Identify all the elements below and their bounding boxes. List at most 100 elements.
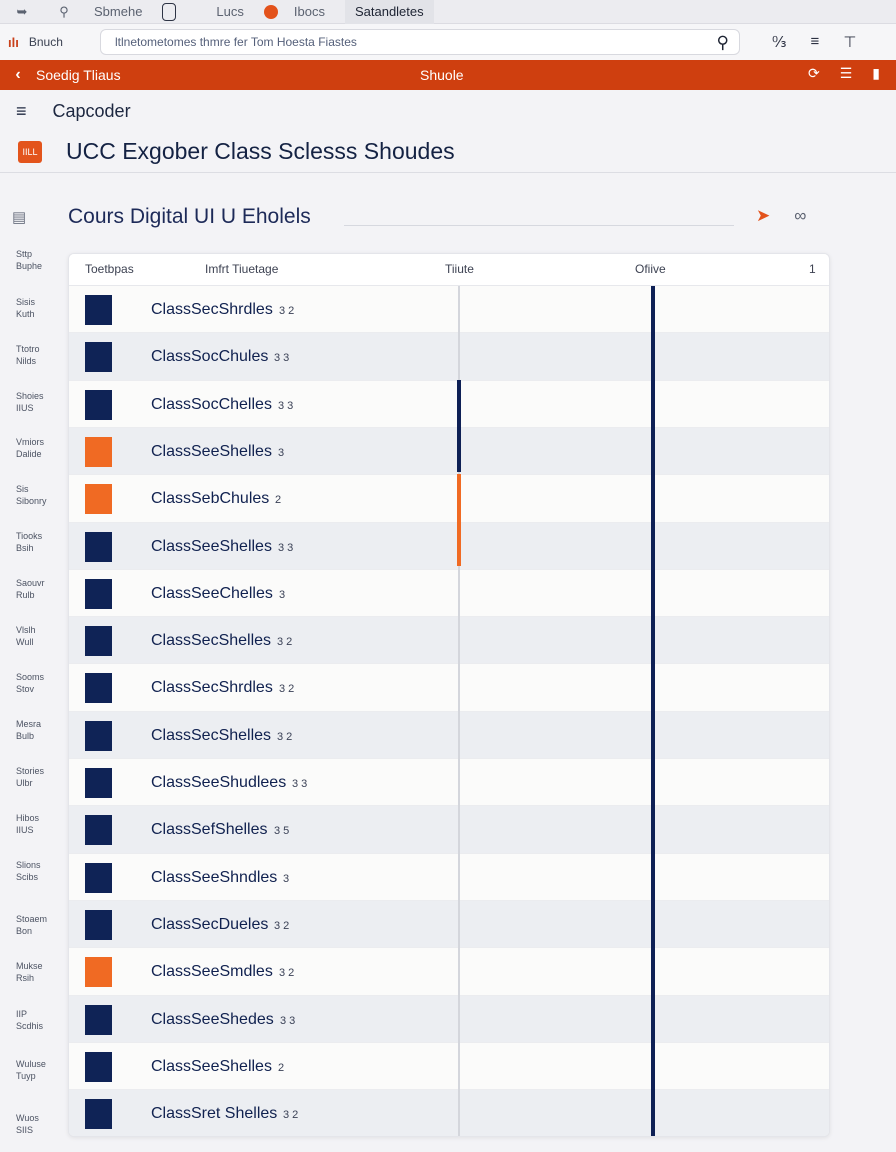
progress-segment-navy	[457, 380, 461, 472]
sidebar-item[interactable]: Ttotro Nilds	[10, 343, 56, 367]
sidebar-item[interactable]: Sooms Stov	[10, 671, 56, 695]
class-icon	[85, 721, 112, 751]
row-label: ClassSeeSmdles	[151, 963, 273, 980]
record-icon	[263, 4, 278, 19]
menu-row: ≡ Capcoder	[16, 101, 131, 122]
refresh-icon[interactable]: ⟳	[807, 65, 820, 81]
url-input[interactable]: ltlnetometomes thmre fer Tom Hoesta Fias…	[100, 29, 740, 55]
location-icon[interactable]: ⚲	[59, 3, 69, 19]
column-header[interactable]: Toetbpas	[85, 262, 134, 276]
sidebar-item-label: Sisis	[16, 297, 36, 307]
sidebar-item-label: Mesra	[16, 719, 42, 729]
row-label: ClassSeeShelles	[151, 1058, 272, 1075]
table-row[interactable]: ClassSeeShelles 3 3	[69, 523, 829, 570]
sidebar-item[interactable]: Mukse Rsih	[10, 960, 56, 984]
sidebar-item-label: Vmiors	[16, 437, 45, 447]
sidebar-item-sublabel: SIIS	[16, 1125, 34, 1135]
sidebar-item[interactable]: Tiooks Bsih	[10, 530, 56, 554]
column-header[interactable]: Tiiute	[445, 262, 474, 276]
sidebar-item[interactable]: Wuluse Tuyp	[10, 1058, 56, 1082]
lock-icon[interactable]: ▮	[872, 65, 880, 81]
table-row[interactable]: ClassSeeShelles 2	[69, 1043, 829, 1090]
sidebar-item[interactable]: Wuos SIIS	[10, 1112, 56, 1136]
back-arrow-icon[interactable]: ➥	[16, 3, 28, 19]
table-row[interactable]: ClassSefShelles 3 5	[69, 806, 829, 854]
account-icon[interactable]: ↉	[772, 34, 787, 51]
table-row[interactable]: ClassSret Shelles 3 2	[69, 1090, 829, 1136]
sidebar-item-sublabel: Sibonry	[16, 496, 47, 506]
sidebar-item[interactable]: Stories Ulbr	[10, 765, 56, 789]
table-row[interactable]: ClassSeeShudlees 3 3	[69, 759, 829, 806]
row-count: 3	[283, 873, 290, 885]
sidebar-item-sublabel: Scibs	[16, 872, 39, 882]
sidebar-item[interactable]: Mesra Bulb	[10, 718, 56, 742]
table-row[interactable]: ClassSeeChelles 3	[69, 570, 829, 617]
row-count: 3 5	[274, 825, 290, 837]
sidebar-item[interactable]: Shoies IIUS	[10, 390, 56, 414]
table-row[interactable]: ClassSocChelles 3 3	[69, 381, 829, 428]
column-header[interactable]: Ofiive	[635, 262, 666, 276]
table-row[interactable]: ClassSebChules 2	[69, 475, 829, 523]
sidebar-item[interactable]: Hibos IIUS	[10, 812, 56, 836]
sidebar-item-sublabel: Bon	[16, 926, 33, 936]
chart-icon[interactable]: ▤	[12, 209, 27, 226]
table-row[interactable]: ClassSeeSmdles 3 2	[69, 948, 829, 996]
row-count: 3 2	[274, 920, 290, 932]
sidebar-item[interactable]: IIP Scdhis	[10, 1008, 56, 1032]
row-label: ClassSecShrdles	[151, 301, 273, 318]
sidebar-item-sublabel: Rulb	[16, 590, 35, 600]
table-row[interactable]: ClassSeeShndles 3	[69, 854, 829, 901]
browser-tab-4[interactable]: Ibocs	[254, 0, 335, 24]
class-icon	[85, 579, 112, 609]
app-bar: ‹ Soedig Tliaus Shuole ⟳ ☰ ▮	[0, 60, 896, 90]
row-label: ClassSefShelles	[151, 821, 268, 838]
browser-tab-2[interactable]	[152, 0, 186, 24]
table-row[interactable]: ClassSecDueles 3 2	[69, 901, 829, 948]
sidebar-item-sublabel: Buphe	[16, 261, 43, 271]
browser-tab-1[interactable]: Sbmehe	[84, 0, 152, 24]
table-row[interactable]: ClassSecShrdles 3 2	[69, 286, 829, 333]
timeline-line	[651, 286, 655, 1136]
share-icon[interactable]: ➤	[756, 206, 771, 225]
stack-icon[interactable]: ☰	[839, 65, 853, 81]
tab-label: Ibocs	[293, 4, 325, 19]
tab-label: Satandletes	[354, 4, 424, 19]
table-row[interactable]: ClassSecShelles 3 2	[69, 712, 829, 759]
sidebar-item-label: Shoies	[16, 391, 44, 401]
hamburger-menu-icon[interactable]: ≡	[16, 101, 27, 121]
sidebar-item[interactable]: Sisis Kuth	[10, 296, 56, 320]
sidebar-item[interactable]: Vmiors Dalide	[10, 436, 56, 460]
table-row[interactable]: ClassSeeShedes 3 3	[69, 996, 829, 1043]
table-row[interactable]: ClassSecShelles 3 2	[69, 617, 829, 664]
sidebar-item-label: Slions	[16, 860, 41, 870]
table-row[interactable]: ClassSeeShelles 3	[69, 428, 829, 475]
sort-icon[interactable]: ⊤	[843, 34, 857, 51]
back-chevron-icon[interactable]: ‹	[15, 66, 21, 83]
sidebar-item[interactable]: Sttp Buphe	[10, 248, 56, 272]
column-header[interactable]: 1	[809, 262, 816, 276]
sidebar-item-label: Saouvr	[16, 578, 45, 588]
browser-tab-active[interactable]: Satandletes	[344, 0, 434, 24]
sidebar-item[interactable]: Sis Sibonry	[10, 483, 56, 507]
brand[interactable]: ılı Bnuch	[0, 35, 100, 50]
settings-icon[interactable]: ∞	[794, 206, 807, 225]
section-title: Cours Digital UI U Eholels	[68, 205, 311, 228]
browser-tab-3[interactable]: Lucs	[186, 0, 253, 24]
sidebar-item[interactable]: Vlslh Wull	[10, 624, 56, 648]
brand-logo-icon: ılı	[8, 34, 19, 50]
table-row[interactable]: ClassSecShrdles 3 2	[69, 664, 829, 712]
class-icon	[85, 532, 112, 562]
breadcrumb[interactable]: Soedig Tliaus	[36, 67, 121, 83]
search-icon[interactable]: ⚲	[716, 33, 729, 52]
row-count: 2	[278, 1062, 285, 1074]
column-header[interactable]: Imfrt Tiuetage	[205, 262, 279, 276]
sidebar-item-sublabel: Ulbr	[16, 778, 33, 788]
filter-icon[interactable]: ≡	[810, 33, 820, 50]
sidebar-item-label: IIP	[16, 1009, 28, 1019]
row-count: 3 3	[278, 542, 294, 554]
table-row[interactable]: ClassSocChules 3 3	[69, 333, 829, 381]
section-divider	[344, 225, 734, 226]
sidebar-item[interactable]: Saouvr Rulb	[10, 577, 56, 601]
sidebar-item[interactable]: Stoaem Bon	[10, 913, 56, 937]
sidebar-item[interactable]: Slions Scibs	[10, 859, 56, 883]
